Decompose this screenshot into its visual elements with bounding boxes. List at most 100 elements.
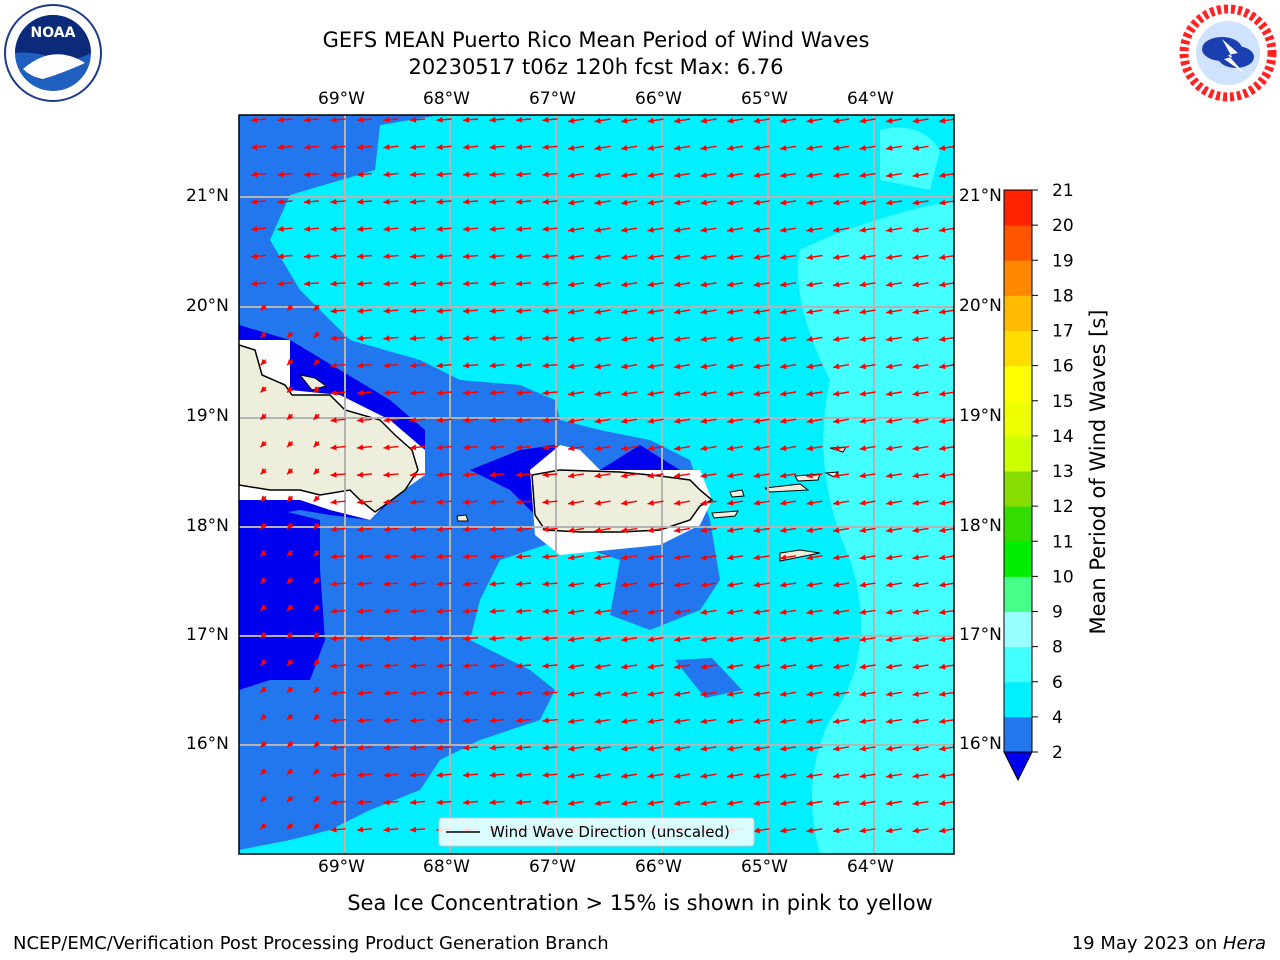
wave-direction-arrowhead	[287, 577, 294, 584]
colorbar-tick-label: 16	[1052, 357, 1074, 377]
wave-direction-arrowhead	[621, 117, 628, 124]
wave-direction-arrowhead	[260, 440, 267, 448]
wave-direction-arrowhead	[303, 280, 311, 287]
wave-direction-arrowhead	[409, 144, 417, 151]
wave-direction-arrowhead	[356, 362, 364, 369]
wave-direction-arrowhead	[462, 335, 470, 342]
wave-direction-arrowhead	[489, 280, 496, 287]
wave-direction-arrowhead	[939, 472, 946, 479]
colorbar-extend-triangle	[1003, 751, 1033, 782]
wave-direction-arrowhead	[462, 580, 470, 587]
wave-direction-arrowhead	[568, 581, 575, 588]
wave-direction-arrowhead	[727, 390, 734, 397]
wave-direction-arrowhead	[674, 718, 681, 725]
wave-direction-arrowhead	[939, 663, 946, 670]
wave-direction-arrowhead	[313, 822, 320, 830]
wave-direction-arrowhead	[939, 199, 946, 206]
wave-direction-arrowhead	[806, 718, 813, 725]
wave-direction-arrowhead	[886, 581, 893, 588]
wave-direction-arrowhead	[542, 116, 549, 123]
wave-direction-arrowhead	[780, 363, 787, 370]
colorbar-segment	[1004, 435, 1032, 472]
wave-direction-arrowhead	[753, 226, 760, 233]
wave-direction-arrowhead	[594, 499, 601, 506]
wave-direction-arrowhead	[647, 554, 654, 561]
wave-direction-arrowhead	[806, 281, 813, 288]
wave-direction-arrowhead	[260, 495, 267, 502]
wave-direction-arrowhead	[356, 253, 364, 260]
wave-direction-arrowhead	[568, 172, 575, 179]
wave-direction-arrowhead	[939, 499, 946, 506]
wave-direction-arrowhead	[515, 280, 523, 287]
wave-direction-arrowhead	[939, 554, 946, 561]
wave-direction-arrowhead	[462, 198, 470, 205]
wave-direction-arrowhead	[621, 772, 628, 779]
wave-direction-arrowhead	[700, 254, 707, 261]
wave-direction-arrowhead	[515, 253, 523, 260]
wave-direction-arrowhead	[647, 417, 654, 424]
wave-direction-arrowhead	[806, 827, 813, 834]
wave-direction-arrowhead	[409, 690, 417, 697]
wave-direction-arrowhead	[833, 445, 840, 452]
wave-direction-arrowhead	[568, 609, 575, 615]
wave-direction-arrowhead	[330, 144, 337, 151]
colorbar-tick-label: 6	[1052, 673, 1063, 693]
wave-direction-arrowhead	[542, 799, 549, 806]
wave-direction-arrowhead	[647, 144, 654, 151]
wave-direction-arrowhead	[287, 822, 294, 830]
wave-direction-arrowhead	[727, 690, 734, 697]
wave-direction-arrowhead	[383, 499, 390, 506]
wave-direction-arrowhead	[859, 336, 866, 342]
wave-direction-arrowhead	[780, 800, 787, 807]
colorbar-segment	[1004, 400, 1032, 437]
nws-logo	[1178, 3, 1278, 103]
wave-direction-arrowhead	[700, 800, 707, 807]
wave-direction-arrowhead	[356, 526, 364, 533]
wave-direction-arrowhead	[647, 609, 654, 615]
wave-direction-arrowhead	[886, 308, 893, 315]
wave-direction-arrowhead	[621, 199, 628, 206]
wave-direction-arrowhead	[912, 581, 919, 588]
wave-direction-arrowhead	[356, 744, 364, 751]
wave-direction-arrowhead	[489, 499, 496, 506]
wave-direction-arrowhead	[330, 444, 337, 451]
wave-direction-arrowhead	[409, 717, 417, 724]
wave-direction-arrowhead	[515, 690, 523, 697]
lat-label-left: 18°N	[186, 516, 229, 536]
wave-direction-arrowhead	[260, 522, 267, 529]
wave-direction-arrowhead	[313, 522, 320, 529]
wave-direction-arrowhead	[409, 662, 417, 669]
wave-direction-arrowhead	[462, 362, 470, 369]
wave-direction-arrowhead	[621, 336, 628, 342]
wave-direction-arrowhead	[833, 527, 840, 534]
wave-direction-arrowhead	[277, 226, 284, 233]
wave-direction-arrowhead	[939, 390, 946, 397]
wave-direction-arrowhead	[489, 717, 496, 724]
wave-direction-arrowhead	[542, 772, 549, 779]
wave-direction-arrowhead	[647, 254, 654, 261]
wave-direction-arrowhead	[330, 280, 337, 287]
wave-direction-arrowhead	[621, 800, 628, 807]
wave-direction-arrowhead	[886, 690, 893, 697]
wave-direction-arrowhead	[489, 444, 496, 451]
wave-direction-arrowhead	[806, 117, 813, 124]
wave-direction-arrowhead	[700, 472, 707, 479]
wave-direction-arrowhead	[260, 468, 267, 475]
wave-direction-arrowhead	[542, 389, 549, 396]
wave-direction-arrowhead	[939, 363, 946, 370]
wave-direction-arrowhead	[515, 499, 523, 506]
wave-direction-arrowhead	[277, 144, 284, 151]
wave-direction-arrowhead	[859, 636, 866, 643]
wave-direction-arrowhead	[260, 604, 267, 611]
lat-label-right: 16°N	[959, 734, 1002, 754]
wave-direction-arrowhead	[806, 581, 813, 588]
wave-direction-arrowhead	[436, 171, 443, 178]
wave-direction-arrowhead	[409, 635, 417, 642]
wave-direction-arrowhead	[647, 281, 654, 288]
wave-direction-arrowhead	[859, 581, 866, 588]
wave-direction-arrowhead	[727, 663, 734, 670]
wave-direction-arrowhead	[833, 800, 840, 807]
wave-direction-arrowhead	[753, 636, 760, 643]
wave-direction-arrowhead	[912, 336, 919, 342]
colorbar-tick-label: 9	[1052, 603, 1063, 623]
